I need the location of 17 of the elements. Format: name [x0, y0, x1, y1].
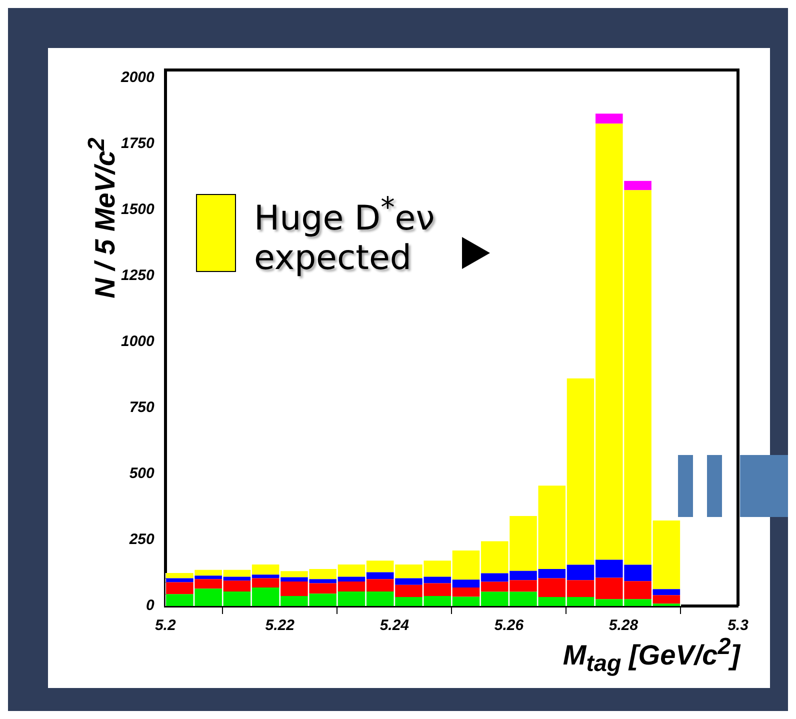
x-tick-label: 5.22	[265, 617, 296, 634]
y-tick-label: 0	[146, 597, 156, 614]
y-tick-label: 2000	[120, 69, 156, 86]
y-tick-label: 750	[129, 399, 156, 416]
y-tick-label: 1250	[120, 267, 156, 284]
x-tick-label: 5.24	[380, 617, 410, 634]
x-axis-title: M$_{tag}$ [GeV/c$^{2}$]	[562, 633, 740, 677]
legend-label: Huge D$^{*}$eν expected	[254, 190, 436, 278]
x-tick-label: 5.2	[154, 617, 176, 634]
x-tick-label: 5.3	[728, 617, 750, 634]
y-tick-label: 500	[129, 465, 156, 482]
x-tick-label: 5.26	[494, 617, 524, 634]
y-tick-label: 250	[128, 531, 156, 548]
y-tick-label: 1000	[120, 333, 156, 350]
y-tick-label: 1750	[120, 135, 156, 152]
x-tick-label: 5.28	[608, 617, 639, 634]
y-tick-label: 1500	[120, 201, 156, 218]
